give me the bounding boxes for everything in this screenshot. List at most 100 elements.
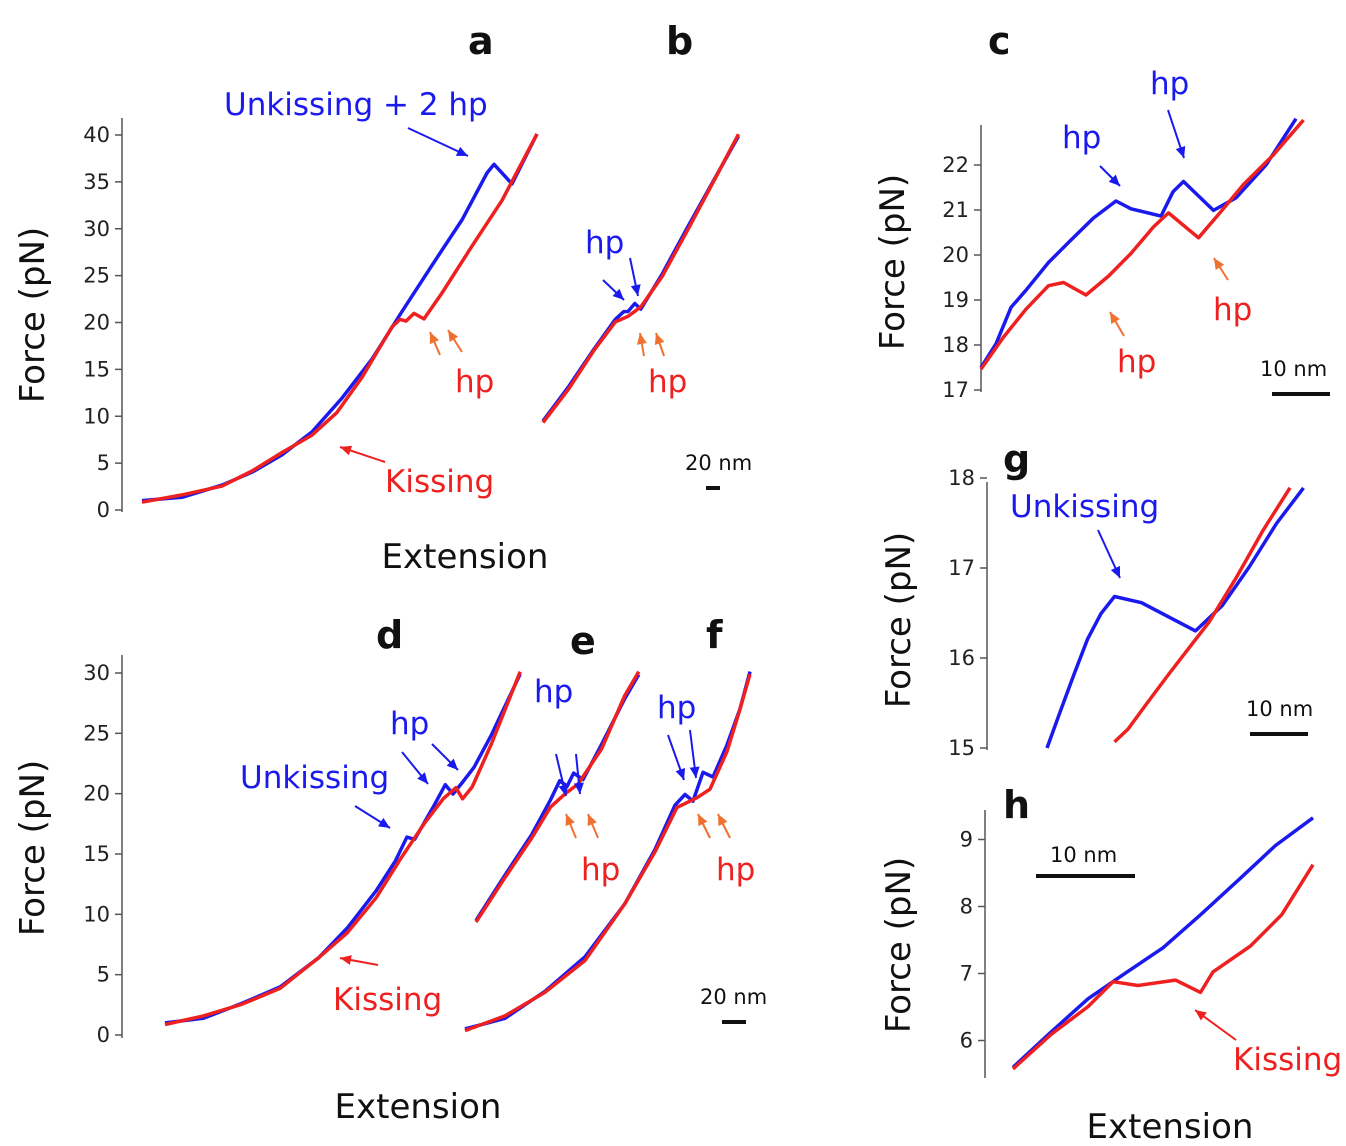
series-line-d-red xyxy=(164,671,522,1027)
series-line-h-red xyxy=(1011,863,1315,1071)
series-line-f-blue xyxy=(464,671,752,1031)
annotation-hp-blue-d: hp xyxy=(390,706,429,742)
series-line-c-blue xyxy=(979,117,1298,369)
scalebar-label-g: 10 nm xyxy=(1246,697,1313,721)
y-tick-label-d: 15 xyxy=(83,842,110,866)
arrow-kissing-a xyxy=(339,445,386,463)
panel-label-a: a xyxy=(468,19,494,63)
series-line-e-red xyxy=(474,670,641,923)
y-tick-label-a: 5 xyxy=(97,451,110,475)
arrow-hp-b2 xyxy=(629,257,641,297)
annotation-hp-red-a: hp xyxy=(455,364,494,400)
axis-a: 0 5 10 15 20 25 30 35 40 xyxy=(83,118,123,522)
panel-label-e: e xyxy=(570,619,596,663)
y-tick-label-a: 15 xyxy=(83,357,110,381)
y-tick-label-c: 21 xyxy=(942,198,969,222)
annotation-hp-blue-c2: hp xyxy=(1150,66,1189,102)
y-tick-label-g: 16 xyxy=(948,646,975,670)
y-tick-label-h: 7 xyxy=(960,962,973,986)
arrow-unkissing-g xyxy=(1097,529,1121,579)
annotation-hp-red-c2: hp xyxy=(1213,292,1252,328)
series-line-b-red xyxy=(541,133,741,424)
arrow-kissing-d xyxy=(339,955,379,966)
y-axis-label-g: Force (pN) xyxy=(879,532,919,708)
arrow-hp-c1 xyxy=(1099,165,1121,187)
panel-label-g: g xyxy=(1003,437,1030,481)
arrow-hp-e4 xyxy=(587,813,599,839)
annotation-hp-blue-f: hp xyxy=(657,690,696,726)
panel-label-f: f xyxy=(706,613,723,657)
y-tick-label-h: 6 xyxy=(960,1029,973,1053)
annotation-arrows xyxy=(339,109,1237,1041)
scalebar-f: 20 nm xyxy=(700,985,767,1024)
arrow-hp-d1 xyxy=(401,751,429,785)
axis-c: 17 18 19 20 21 22 xyxy=(942,125,982,402)
y-tick-label-d: 0 xyxy=(97,1023,110,1047)
arrow-hp-f1 xyxy=(667,734,686,781)
arrow-hp-b1 xyxy=(602,279,625,301)
arrow-hp-f3 xyxy=(697,813,711,839)
y-tick-label-a: 30 xyxy=(83,217,110,241)
annotation-hp-blue-b: hp xyxy=(585,225,624,261)
series-line-g-red xyxy=(1113,486,1292,744)
x-axis-label-ab: Extension xyxy=(382,537,549,577)
annotation-hp-blue-e: hp xyxy=(534,674,573,710)
arrow-hp-c4 xyxy=(1213,257,1229,281)
panel-label-c: c xyxy=(988,19,1011,63)
series-line-f-red xyxy=(464,673,752,1033)
y-tick-label-d: 30 xyxy=(83,661,110,685)
y-tick-label-g: 18 xyxy=(948,466,975,490)
y-tick-label-g: 15 xyxy=(948,736,975,760)
arrow-hp-c2 xyxy=(1167,109,1186,159)
y-tick-label-c: 18 xyxy=(942,333,969,357)
y-tick-label-a: 25 xyxy=(83,264,110,288)
annotation-hp-red-b: hp xyxy=(648,364,687,400)
panel-label-h: h xyxy=(1003,783,1030,827)
y-tick-label-c: 19 xyxy=(942,288,969,312)
x-axis-label-h: Extension xyxy=(1087,1107,1254,1146)
series-line-d-blue xyxy=(164,673,522,1025)
annotation-hp-red-c1: hp xyxy=(1117,344,1156,380)
scalebar-label-f: 20 nm xyxy=(700,985,767,1009)
y-tick-label-h: 9 xyxy=(960,828,973,852)
axis-d: 0 5 10 15 20 25 30 xyxy=(83,655,123,1047)
y-axis-label-a: Force (pN) xyxy=(13,227,53,403)
arrow-hp-f2 xyxy=(689,729,700,779)
y-tick-label-d: 10 xyxy=(83,902,110,926)
y-tick-label-a: 40 xyxy=(83,123,110,147)
arrow-hp-e3 xyxy=(565,813,577,839)
y-tick-label-a: 35 xyxy=(83,170,110,194)
y-axis-label-c: Force (pN) xyxy=(873,174,913,350)
series-line-a-red xyxy=(141,133,539,504)
scalebar-label-a: 20 nm xyxy=(685,451,752,475)
panel-label-b: b xyxy=(666,19,693,63)
arrow-hp-a1 xyxy=(429,331,441,356)
x-axis-label-def: Extension xyxy=(335,1087,502,1127)
scalebar-a: 20 nm xyxy=(685,451,752,490)
annotation-kissing-a: Kissing xyxy=(385,464,494,500)
arrow-unkissing-d xyxy=(354,805,391,829)
y-tick-label-c: 20 xyxy=(942,243,969,267)
scalebar-label-c: 10 nm xyxy=(1260,357,1327,381)
series-line-b-blue xyxy=(541,135,741,422)
annotation-kissing-h: Kissing xyxy=(1233,1042,1342,1078)
series-line-h-blue xyxy=(1011,816,1315,1069)
y-tick-label-a: 20 xyxy=(83,311,110,335)
arrow-kissing-h xyxy=(1194,1009,1237,1041)
arrow-unkissing-a xyxy=(407,127,469,157)
axis-g: 15 16 17 18 xyxy=(948,466,988,760)
annotation-kissing-d: Kissing xyxy=(333,982,442,1018)
annotation-hp-red-f: hp xyxy=(716,852,755,888)
y-tick-label-a: 0 xyxy=(97,498,110,522)
annotation-hp-red-e: hp xyxy=(581,852,620,888)
arrow-hp-a2 xyxy=(447,329,463,353)
y-tick-label-a: 10 xyxy=(83,404,110,428)
series-line-g-blue xyxy=(1045,486,1305,749)
scalebar-g: 10 nm xyxy=(1246,697,1313,736)
y-tick-label-d: 20 xyxy=(83,782,110,806)
arrow-hp-d2 xyxy=(431,743,459,771)
arrow-hp-e1 xyxy=(555,753,569,797)
scalebar-label-h: 10 nm xyxy=(1050,843,1117,867)
annotation-unkissing-2hp-a: Unkissing + 2 hp xyxy=(224,87,488,123)
